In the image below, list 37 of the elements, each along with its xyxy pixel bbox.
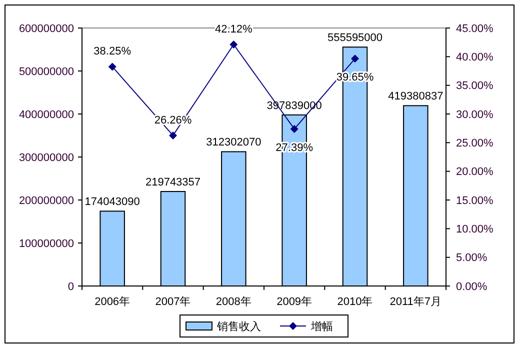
y2-tick-label: 30.00% xyxy=(456,108,494,121)
y-tick-label: 0 xyxy=(68,280,74,293)
x-tick-label: 2010年 xyxy=(337,296,373,308)
y2-tick-label: 35.00% xyxy=(456,80,494,92)
y2-tick-label: 5.00% xyxy=(456,252,488,264)
data-label: 419380837 xyxy=(388,90,444,103)
y2-tick-label: 20.00% xyxy=(456,166,494,178)
point xyxy=(169,131,177,140)
y-tick-label: 600000000 xyxy=(18,22,74,35)
data-label: 312302070 xyxy=(206,136,262,149)
y2-tick-label: 40.00% xyxy=(456,52,494,64)
data-label: 38.25% xyxy=(94,46,132,58)
legend-label: 增幅 xyxy=(310,320,333,333)
point xyxy=(108,62,116,71)
y-tick-label: 200000000 xyxy=(18,194,74,207)
y2-tick-label: 10.00% xyxy=(456,224,494,236)
y2-tick-label: 0.00% xyxy=(456,280,488,293)
y2-tick-label: 15.00% xyxy=(456,194,494,207)
y-tick-label: 300000000 xyxy=(18,152,74,164)
data-label: 555595000 xyxy=(327,32,383,44)
legend-label: 销售收入 xyxy=(216,320,261,333)
y-tick-label: 100000000 xyxy=(18,238,74,250)
x-tick-label: 2007年 xyxy=(155,296,191,308)
x-tick-label: 2011年7月 xyxy=(390,296,442,308)
x-tick-label: 2009年 xyxy=(276,296,312,308)
y-tick-label: 400000000 xyxy=(18,108,74,121)
y2-tick-label: 25.00% xyxy=(456,138,494,150)
y-tick-label: 500000000 xyxy=(18,66,74,78)
data-label: 42.12% xyxy=(215,24,253,36)
point xyxy=(351,54,359,63)
data-label: 174043090 xyxy=(84,196,140,208)
x-tick-label: 2006年 xyxy=(94,296,130,308)
y2-tick-label: 45.00% xyxy=(456,22,494,35)
point xyxy=(230,40,238,49)
x-tick-label: 2008年 xyxy=(216,296,252,308)
data-label: 219743357 xyxy=(145,176,201,189)
point xyxy=(290,124,298,133)
